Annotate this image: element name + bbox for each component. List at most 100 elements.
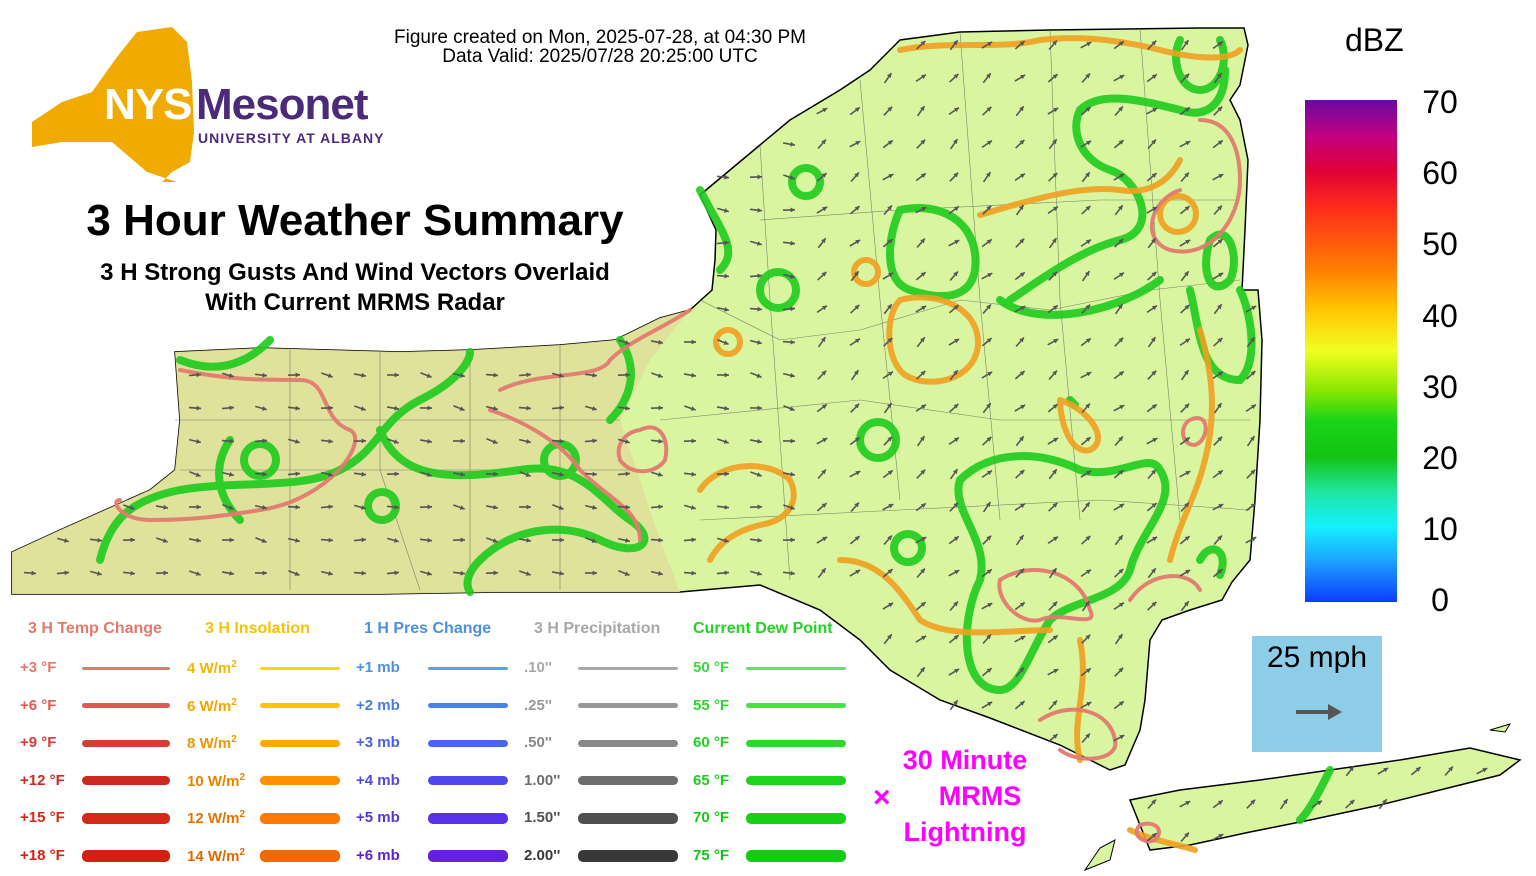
wind-vector-head	[953, 635, 959, 640]
wind-vector-head	[394, 570, 399, 576]
wind-vector-head	[1019, 469, 1025, 475]
wind-vector-head	[1349, 799, 1355, 805]
wind-vector-head	[261, 406, 267, 411]
wind-vector-head	[1183, 40, 1189, 46]
wind-vector-head	[1085, 403, 1090, 409]
wind-vector-head	[558, 373, 564, 378]
legend-line-swatch	[428, 776, 508, 785]
wind-vector-head	[1052, 139, 1057, 145]
wind-vector-head	[658, 537, 663, 543]
wind-vector-head	[1151, 370, 1157, 376]
wind-vector-head	[196, 439, 201, 444]
legend-line-swatch	[578, 703, 678, 708]
wind-vector-head	[853, 370, 859, 376]
wind-vector-head	[1184, 403, 1190, 409]
wind-vector-head	[921, 305, 927, 311]
wind-vector-head	[262, 570, 267, 576]
legend-row-text: +4 mb	[356, 771, 400, 789]
lightning-line-2: MRMS	[938, 781, 1022, 811]
wind-vector-head	[492, 439, 498, 444]
wind-vector-head	[1184, 73, 1190, 79]
wind-vector-head	[854, 437, 860, 442]
wind-vector-head	[821, 238, 826, 244]
wind-vector-head	[953, 305, 959, 310]
wind-vector-head	[1085, 733, 1090, 739]
wind-vector-head	[63, 538, 69, 543]
wind-vector-head	[724, 405, 729, 411]
legend-row-text: +1 mb	[356, 659, 400, 676]
legend-row-label: 14 W/m2	[187, 847, 245, 865]
legend-row-text: 55 °F	[693, 696, 730, 714]
wind-vector-head	[1218, 272, 1224, 278]
wind-vector-head	[756, 241, 762, 246]
wind-vector-head	[987, 603, 993, 608]
wind-vector-head	[1218, 504, 1224, 509]
wind-vector-head	[195, 472, 201, 477]
wind-vector-head	[229, 405, 234, 411]
wind-vector-head	[822, 536, 828, 542]
wind-scale-box	[1252, 636, 1382, 752]
legend-row-label: 1.50''	[524, 809, 560, 826]
wind-vector-head	[558, 505, 564, 510]
wind-vector-head	[1019, 667, 1024, 673]
wind-vector-head	[360, 505, 366, 510]
legend-line-swatch	[578, 776, 678, 785]
wind-vector-head	[986, 403, 991, 409]
wind-vector-head	[953, 107, 959, 113]
wind-vector-head	[1217, 239, 1223, 244]
wind-vector-head	[821, 139, 826, 145]
wind-vectors	[23, 39, 1488, 843]
legend-line-swatch	[260, 812, 340, 824]
wind-vector-head	[854, 536, 860, 541]
legend-line-swatch	[578, 666, 678, 670]
wind-vector-head	[1184, 172, 1189, 178]
colorbar-unit: dBZ	[1345, 22, 1404, 58]
legend-row-label: 10 W/m2	[187, 772, 245, 790]
wind-vector-head	[757, 306, 762, 312]
wind-vector-head	[592, 372, 597, 378]
legend-line-swatch	[578, 812, 678, 824]
wind-vector-head	[1019, 503, 1025, 509]
wind-vector-head	[1052, 635, 1058, 640]
wind-vector-head	[360, 406, 366, 411]
legend-row-label: .25''	[524, 697, 552, 714]
wind-vector-head	[592, 438, 597, 444]
wind-vector-head	[658, 571, 663, 576]
wind-vector-head	[1084, 271, 1090, 277]
wind-vector-head	[1151, 238, 1156, 244]
wind-vector-head	[427, 438, 432, 444]
wind-vector-head	[1151, 469, 1156, 475]
legend-row-superscript: 2	[231, 696, 237, 708]
legend-line-swatch	[578, 849, 678, 862]
wind-vector-head	[426, 571, 432, 576]
wind-vector-head	[920, 503, 926, 508]
wind-vector-head	[1151, 74, 1157, 79]
wind-vector-head	[690, 505, 696, 510]
wind-vector-head	[1019, 568, 1025, 574]
wind-vector-head	[526, 537, 531, 543]
wind-vector-head	[1217, 470, 1223, 475]
wind-vector-head	[1052, 601, 1058, 607]
wind-vector-head	[1019, 436, 1024, 442]
wind-vector-head	[1250, 503, 1256, 508]
wind-vector-head	[526, 439, 531, 444]
wind-vector-head	[460, 537, 465, 543]
wind-vector-head	[459, 505, 465, 510]
legend-row-text: +3 °F	[20, 659, 57, 676]
wind-vector-head	[262, 372, 267, 378]
wind-vector-head	[790, 373, 795, 378]
wind-vector-head	[821, 469, 826, 475]
wind-vector-head	[920, 568, 925, 574]
wind-vector-head	[985, 172, 991, 178]
wind-vector-head	[493, 372, 498, 378]
wind-vector-head	[887, 205, 892, 211]
wind-vector-head	[888, 174, 894, 179]
wind-vector-head	[196, 405, 201, 411]
wind-vector-head	[887, 106, 893, 112]
wind-vector-head	[1085, 502, 1090, 508]
legend-row-text: +3 mb	[356, 734, 400, 751]
legend-row-label: +12 °F	[20, 772, 65, 789]
figure-info: Figure created on Mon, 2025-07-28, at 04…	[330, 28, 870, 66]
wind-vector-head	[724, 174, 729, 180]
wind-vector-head	[986, 634, 991, 640]
